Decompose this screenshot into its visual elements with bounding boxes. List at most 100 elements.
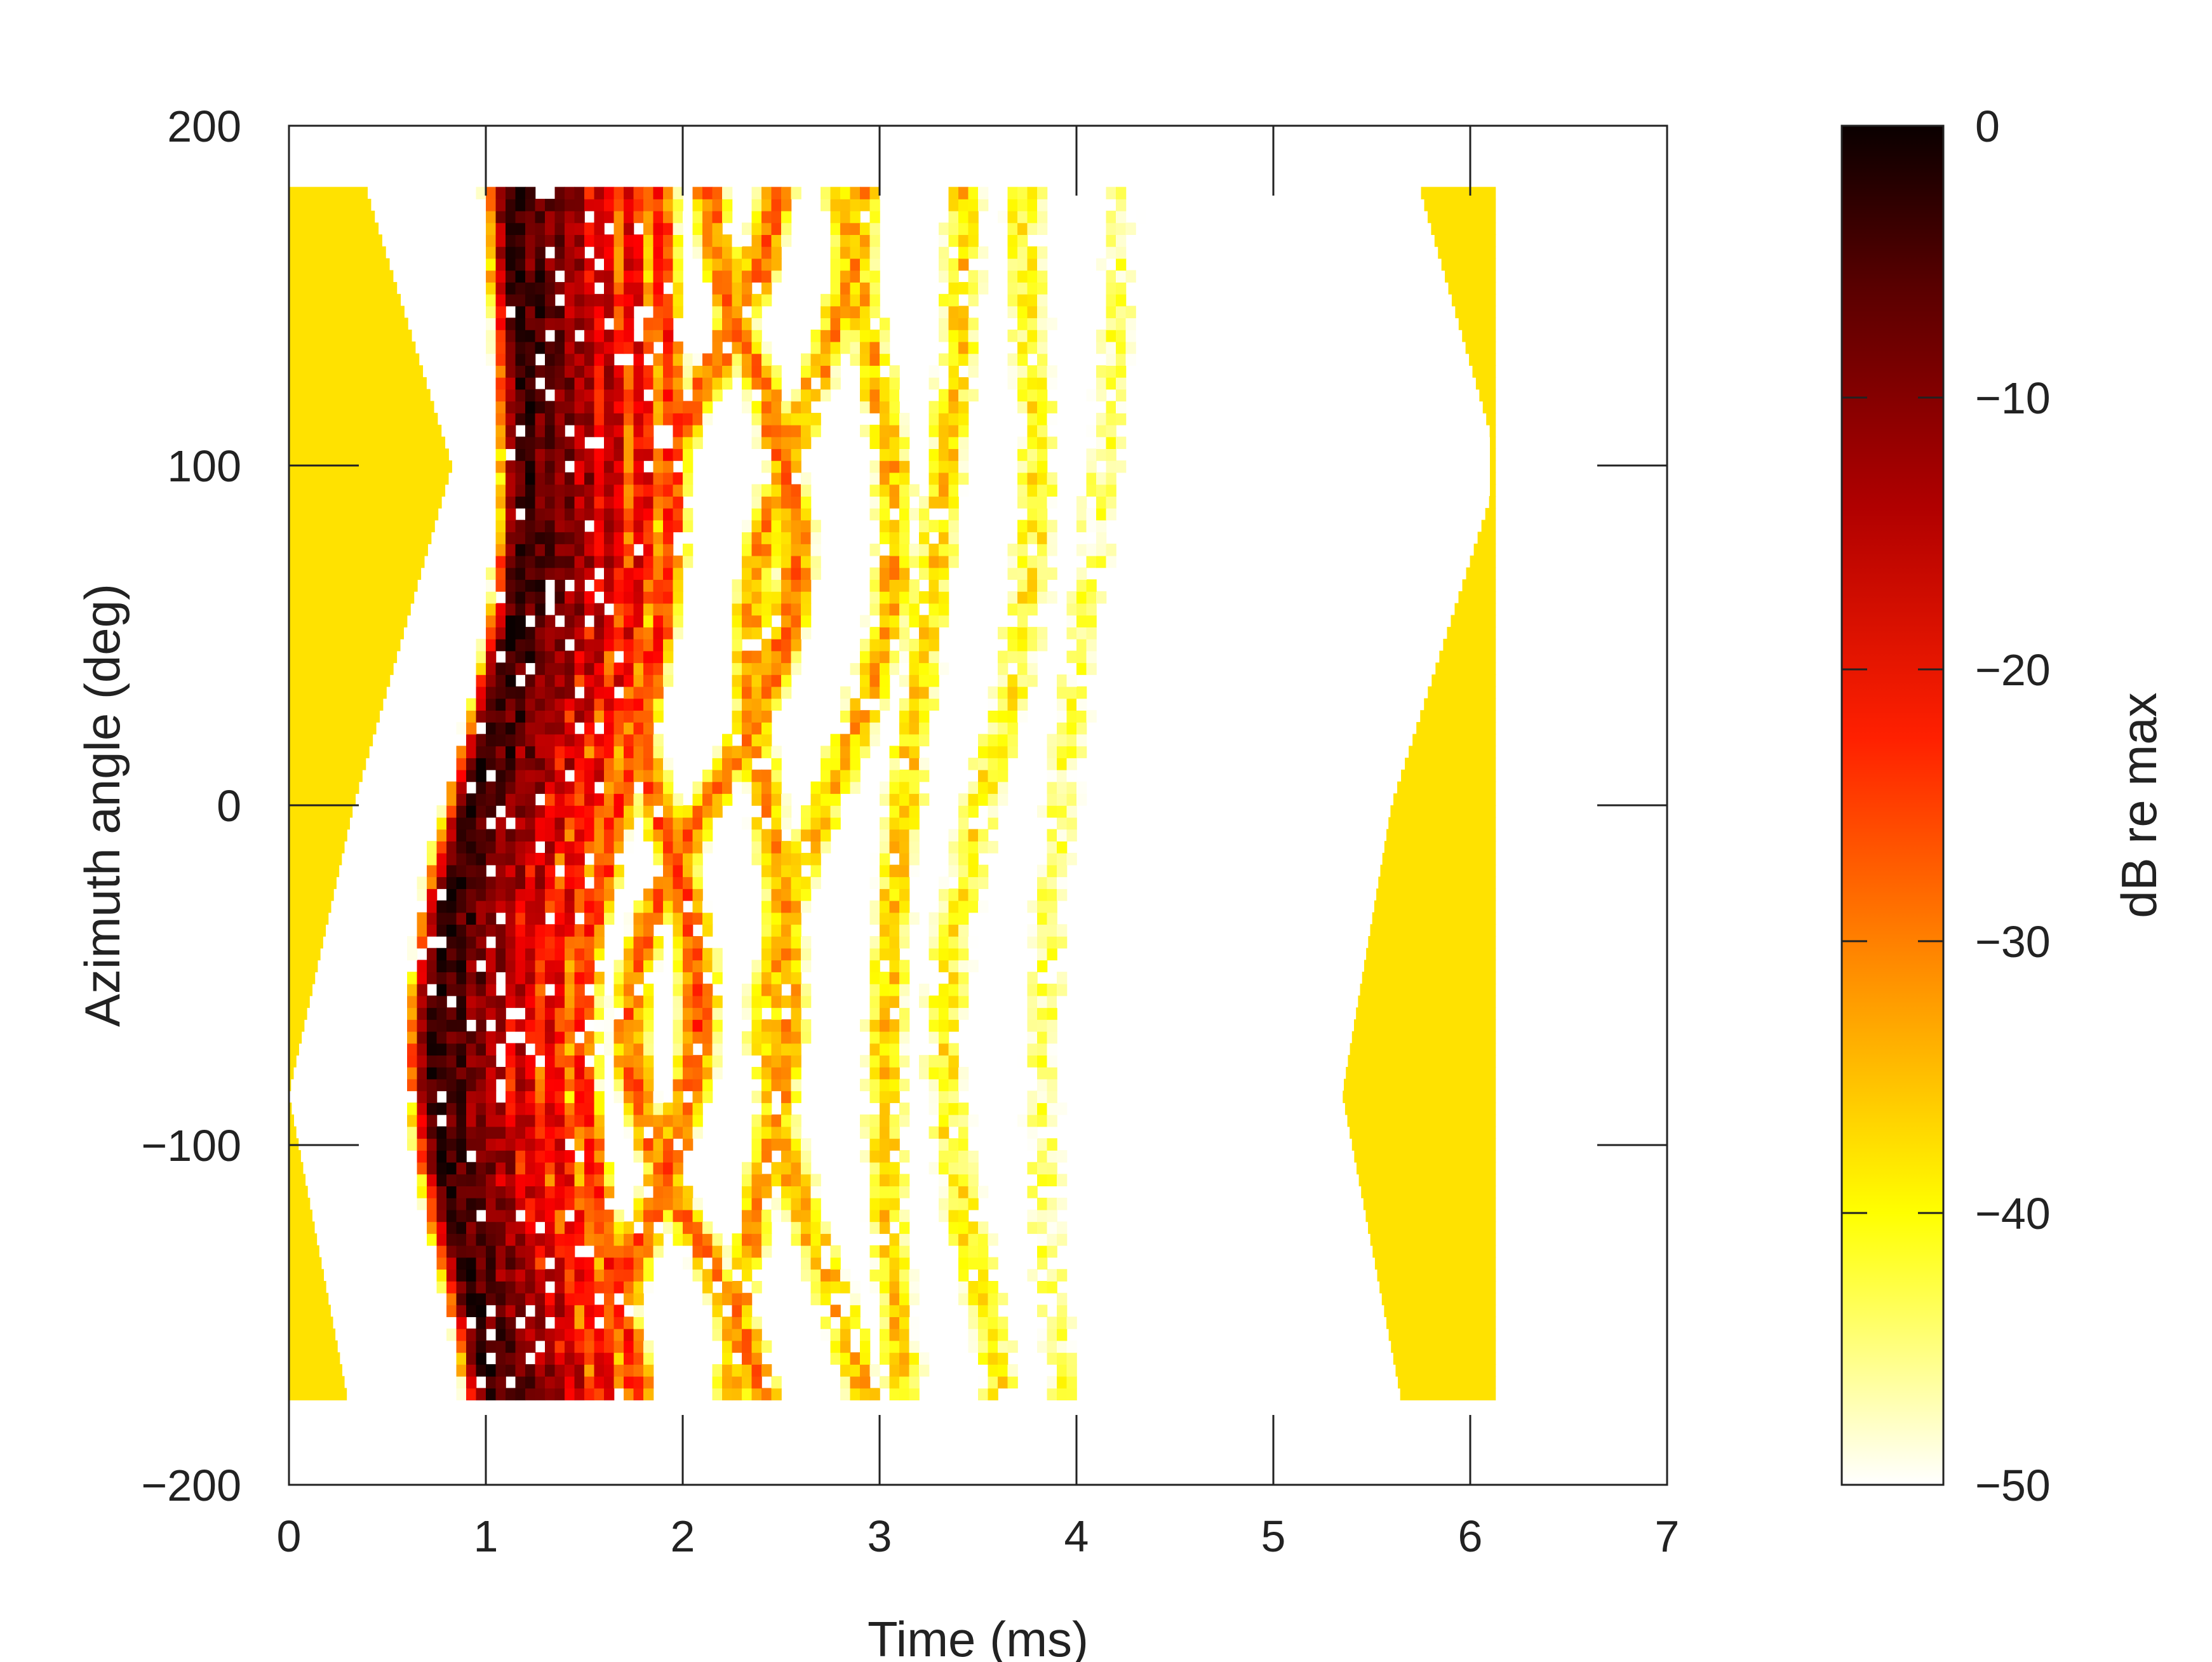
heatmap-cell: [574, 983, 585, 996]
heatmap-cell: [643, 674, 654, 687]
heatmap-cell: [466, 1233, 477, 1246]
heatmap-cell: [643, 805, 654, 818]
heatmap-cell: [574, 662, 585, 675]
heatmap-cell: [535, 769, 546, 782]
heatmap-cell: [673, 1126, 683, 1139]
heatmap-cell: [604, 401, 615, 413]
heatmap-cell: [554, 1102, 565, 1115]
heatmap-cell: [939, 912, 949, 925]
heatmap-cell: [1027, 627, 1038, 640]
heatmap-cell: [1017, 318, 1028, 330]
heatmap-cell: [869, 460, 880, 473]
heatmap-cell: [1037, 555, 1048, 568]
heatmap-cell: [958, 1174, 969, 1186]
heatmap-cell: [821, 1328, 831, 1341]
heatmap-cell: [495, 1066, 506, 1080]
heatmap-cell: [889, 912, 900, 925]
heatmap-cell: [1037, 365, 1048, 378]
heatmap-cell: [653, 532, 664, 544]
heatmap-cell: [584, 912, 595, 925]
heatmap-cell: [889, 1257, 900, 1270]
heatmap-cell: [476, 935, 486, 949]
heatmap-cell: [909, 1364, 920, 1377]
heatmap-cell: [791, 507, 801, 521]
heatmap-cell: [633, 1245, 644, 1258]
floor-band-left: [289, 900, 332, 913]
heatmap-cell: [673, 1043, 683, 1056]
heatmap-cell: [584, 1150, 595, 1163]
heatmap-cell: [535, 507, 546, 521]
heatmap-cell: [525, 532, 536, 544]
heatmap-cell: [712, 305, 723, 319]
heatmap-cell: [889, 841, 900, 854]
heatmap-cell: [515, 555, 526, 568]
heatmap-cell: [1037, 341, 1048, 354]
heatmap-cell: [407, 1114, 418, 1127]
heatmap-cell: [446, 1162, 457, 1175]
heatmap-cell: [860, 1078, 871, 1092]
heatmap-cell: [584, 603, 595, 616]
heatmap-cell: [584, 1233, 595, 1246]
heatmap-cell: [486, 270, 497, 283]
heatmap-cell: [889, 1043, 900, 1056]
heatmap-cell: [515, 1078, 526, 1092]
heatmap-cell: [692, 1078, 703, 1092]
heatmap-cell: [683, 1078, 694, 1092]
heatmap-cell: [1017, 710, 1028, 723]
heatmap-cell: [692, 1066, 703, 1080]
heatmap-cell: [663, 817, 674, 830]
heatmap-cell: [584, 222, 595, 235]
heatmap-cell: [613, 389, 624, 402]
heatmap-cell: [899, 995, 910, 1009]
heatmap-cell: [1086, 555, 1097, 568]
heatmap-cell: [633, 234, 644, 247]
heatmap-cell: [673, 472, 683, 485]
heatmap-cell: [535, 876, 546, 889]
heatmap-cell: [958, 829, 969, 841]
heatmap-cell: [899, 603, 910, 616]
heatmap-cell: [545, 353, 556, 366]
heatmap-cell: [1007, 282, 1018, 295]
heatmap-cell: [928, 1090, 939, 1103]
heatmap-cell: [732, 1257, 742, 1270]
floor-band-left: [289, 496, 442, 509]
heatmap-cell: [653, 318, 664, 330]
heatmap-cell: [958, 187, 969, 199]
heatmap-cell: [554, 1281, 565, 1294]
heatmap-cell: [643, 948, 654, 961]
heatmap-cell: [919, 496, 930, 509]
heatmap-cell: [742, 353, 753, 366]
heatmap-cell: [584, 686, 595, 699]
heatmap-cell: [702, 234, 713, 247]
heatmap-cell: [565, 1090, 575, 1103]
heatmap-cell: [633, 710, 644, 723]
heatmap-cell: [880, 603, 890, 616]
heatmap-cell: [515, 793, 526, 806]
heatmap-cell: [1116, 222, 1127, 235]
heatmap-cell: [643, 246, 654, 259]
heatmap-cell: [751, 615, 762, 627]
heatmap-cell: [1037, 246, 1048, 259]
heatmap-cell: [673, 246, 683, 259]
heatmap-cell: [535, 627, 546, 640]
heatmap-cell: [486, 627, 497, 640]
heatmap-cell: [565, 1066, 575, 1080]
heatmap-cell: [801, 900, 812, 913]
heatmap-cell: [594, 1078, 605, 1092]
heatmap-cell: [495, 436, 506, 450]
heatmap-cell: [663, 758, 674, 770]
heatmap-cell: [613, 258, 624, 271]
heatmap-cell: [1037, 1102, 1048, 1115]
heatmap-cell: [456, 1031, 467, 1044]
heatmap-cell: [594, 1233, 605, 1246]
floor-band-right: [1447, 627, 1496, 640]
heatmap-cell: [712, 1376, 723, 1389]
heatmap-cell: [761, 1019, 772, 1032]
floor-band-right: [1368, 935, 1496, 949]
heatmap-cell: [958, 377, 969, 390]
heatmap-cell: [427, 912, 438, 925]
heatmap-cell: [948, 1078, 959, 1092]
heatmap-cell: [742, 1007, 753, 1020]
heatmap-cell: [821, 781, 831, 794]
heatmap-cell: [515, 341, 526, 354]
